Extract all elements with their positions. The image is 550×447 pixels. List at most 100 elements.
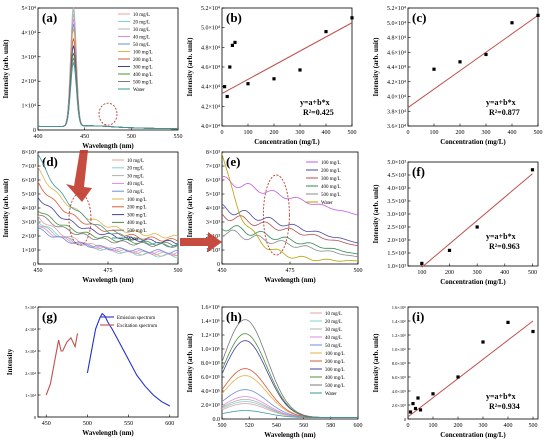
x-tick-label: 475: [286, 268, 295, 274]
fit-line: [407, 320, 534, 418]
y-tick-label: 4.0×10³: [387, 186, 406, 192]
x-axis-label: Wavelength (nm): [264, 276, 316, 284]
x-tick-label: 540: [272, 423, 281, 429]
series-line: [221, 176, 359, 216]
y-tick-label: 1.0×10³: [387, 264, 406, 270]
panel-i: 0 100 200 300 400 500 0 2.0×10⁵ 4.0×10⁵ 6.0×10⁵ 8.…: [372, 305, 539, 439]
panel-f: 100 200 300 400 500 1.0×10³ 1.5×10³ 2.0×10³ 2.5×…: [372, 160, 539, 286]
y-tick-label: 4.8×10⁴: [387, 36, 406, 42]
x-tick-label: 500: [348, 130, 357, 136]
panel-letter: (b): [226, 10, 242, 25]
series-line: [38, 18, 178, 130]
x-tick-label: 450: [42, 421, 51, 427]
data-point: [411, 402, 415, 406]
data-point: [456, 375, 460, 379]
x-tick-label: 550: [174, 134, 183, 140]
y-tick-label: 1.0×10⁶: [201, 347, 220, 353]
y-tick-label: 7×10³: [22, 164, 36, 170]
legend-label: 30 mg/L: [325, 328, 342, 333]
y-tick-label: 5×10³: [206, 192, 220, 198]
y-tick-label: 0.0: [213, 417, 221, 423]
data-point: [432, 67, 436, 71]
annotation-arrows: [66, 150, 222, 252]
fit-r2: R²=0.934: [489, 402, 520, 411]
panel-h: 500 520 540 560 580 600 0.0 2.0×10⁵ 4.0×10⁵ 6.0×1…: [186, 305, 363, 439]
x-tick-label: 200: [454, 423, 463, 429]
series-line: [38, 28, 178, 130]
series-line: [37, 181, 179, 242]
y-axis-label: Intensity (arb. unit): [372, 333, 380, 393]
y-tick-label: 4×10³: [206, 206, 220, 212]
series-line: [221, 229, 359, 258]
highlight-ellipse: [68, 192, 92, 246]
y-tick-label: 1.2×10⁶: [392, 333, 407, 338]
y-tick-label: 1.4×10⁶: [392, 319, 407, 324]
legend-label: 40 mg/L: [325, 336, 342, 341]
legend-label: 50 mg/L: [325, 344, 342, 349]
fit-equation: y=a+b*x: [300, 98, 330, 107]
legend-label: 500 mg/L: [127, 229, 147, 234]
legend-label: 500 mg/L: [321, 193, 341, 198]
y-tick-label: 0: [33, 128, 36, 134]
x-axis-label: Wavelength (nm): [82, 429, 134, 437]
y-tick-label: 1.0×10⁶: [392, 347, 407, 352]
legend-label: 100 mg/L: [133, 50, 153, 55]
y-axis-label: Intensity (arb. unit): [372, 184, 380, 244]
y-tick-label: 1×10³: [22, 248, 36, 254]
legend-label: 10 mg/L: [133, 13, 150, 18]
series-line: [221, 410, 358, 418]
x-tick-label: 200: [270, 130, 279, 136]
x-tick-label: 300: [482, 130, 491, 136]
y-tick-label: 2.5×10³: [387, 225, 406, 231]
legend-label: 200 mg/L: [321, 169, 341, 174]
data-point: [447, 248, 452, 252]
data-point: [272, 77, 276, 81]
legend-label: 40 mg/L: [127, 182, 144, 187]
data-point: [418, 408, 423, 412]
series-line: [221, 225, 359, 255]
series-line: [38, 6, 178, 130]
legend-label: Water: [133, 88, 145, 93]
y-axis-label: Intensity (arb. unit): [372, 37, 380, 97]
y-tick-label: 4.8×10⁴: [201, 45, 220, 51]
fit-equation: y=a+b*x: [486, 232, 516, 241]
y-tick-label: 2.0×10³: [387, 238, 406, 244]
x-tick-label: 500: [354, 268, 363, 274]
data-point: [228, 65, 232, 69]
y-tick-label: 4.0×10⁴: [387, 95, 406, 101]
data-point: [230, 43, 234, 47]
x-tick-label: 100: [244, 130, 253, 136]
data-point: [475, 225, 479, 229]
right-arrow: [180, 232, 222, 252]
legend-label: 10 mg/L: [325, 312, 342, 317]
y-tick-label: 4.0×10⁴: [201, 124, 220, 130]
series-line: [38, 57, 178, 130]
y-tick-label: 5.2×10⁴: [387, 6, 406, 12]
data-point: [246, 82, 250, 86]
legend-label: 400 mg/L: [325, 376, 345, 381]
y-tick-label: 8×10³: [206, 150, 220, 156]
legend-label: 500 mg/L: [133, 80, 153, 85]
y-tick-label: 5.0×10⁴: [201, 26, 220, 32]
y-tick-label: 4.2×10⁴: [201, 104, 220, 110]
panel-g: 450 500 550 600 0 1×10⁴ 2×10⁴ 3×10⁴ 4×10⁴ 5×10⁴ Wa…: [6, 305, 179, 437]
legend-label: 40 mg/L: [133, 35, 150, 40]
x-tick-label: 550: [124, 421, 133, 427]
legend-label: 300 mg/L: [325, 368, 345, 373]
y-tick-label: 5×10³: [22, 192, 36, 198]
x-tick-label: 500: [127, 134, 136, 140]
series-line: [37, 214, 179, 248]
data-point: [536, 13, 540, 17]
x-tick-label: 500: [534, 130, 543, 136]
panel-letter: (h): [226, 309, 242, 324]
legend-label: 20 mg/L: [127, 167, 144, 172]
y-tick-label: 0: [217, 262, 220, 268]
data-point: [420, 261, 424, 265]
y-tick-label: 3.5×10³: [387, 199, 406, 205]
data-point: [223, 85, 227, 89]
x-tick-label: 400: [508, 130, 517, 136]
series-line: [38, 23, 178, 130]
y-tick-label: 4.5×10³: [387, 173, 406, 179]
y-tick-label: 5×10⁴: [25, 305, 36, 310]
